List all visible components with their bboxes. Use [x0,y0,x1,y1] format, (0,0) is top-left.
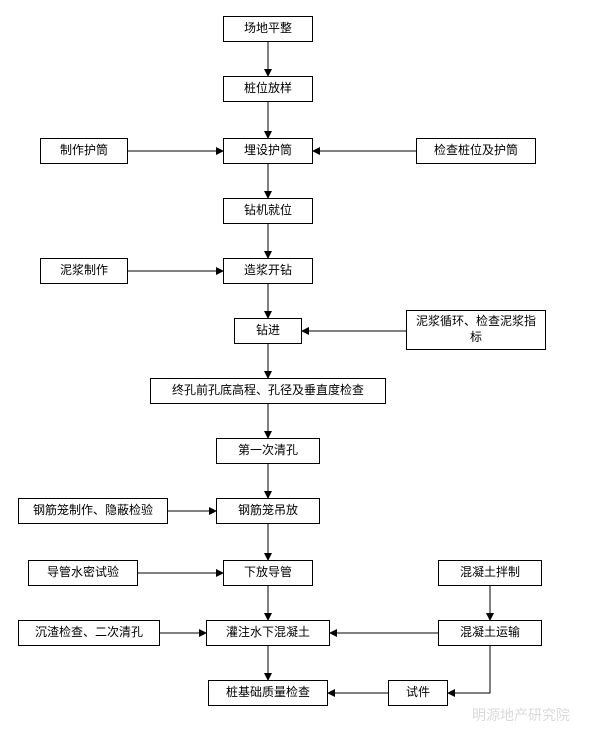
flowchart-node: 钢筋笼吊放 [216,498,320,524]
flowchart-node: 泥浆制作 [40,258,128,284]
flowchart-node: 场地平整 [223,16,313,42]
flowchart-node: 检查桩位及护筒 [416,138,536,164]
flowchart-node: 导管水密试验 [28,560,138,586]
flowchart-node: 钢筋笼制作、隐蔽检验 [18,498,168,524]
flowchart-node: 终孔前孔底高程、孔径及垂直度检查 [150,378,386,404]
flowchart-node: 第一次清孔 [216,438,320,464]
flowchart-node: 桩位放样 [223,76,313,102]
flowchart-node: 沉渣检查、二次清孔 [18,620,160,646]
watermark: 明源地产研究院 [472,705,570,725]
flowchart-node: 灌注水下混凝土 [206,620,330,646]
flowchart-node: 混凝土运输 [438,620,542,646]
flowchart-node: 制作护筒 [40,138,128,164]
flowchart-node: 埋设护筒 [223,138,313,164]
flowchart-node: 试件 [388,680,448,706]
flowchart-edge [448,646,490,693]
flowchart-node: 钻进 [234,318,302,344]
flowchart-node: 钻机就位 [223,198,313,224]
flowchart-node: 桩基础质量检查 [208,680,328,706]
flowchart-node: 泥浆循环、检查泥浆指标 [406,310,546,350]
flowchart-node: 造浆开钻 [223,258,313,284]
flowchart-node: 下放导管 [223,560,313,586]
flowchart-node: 混凝土拌制 [438,560,542,586]
